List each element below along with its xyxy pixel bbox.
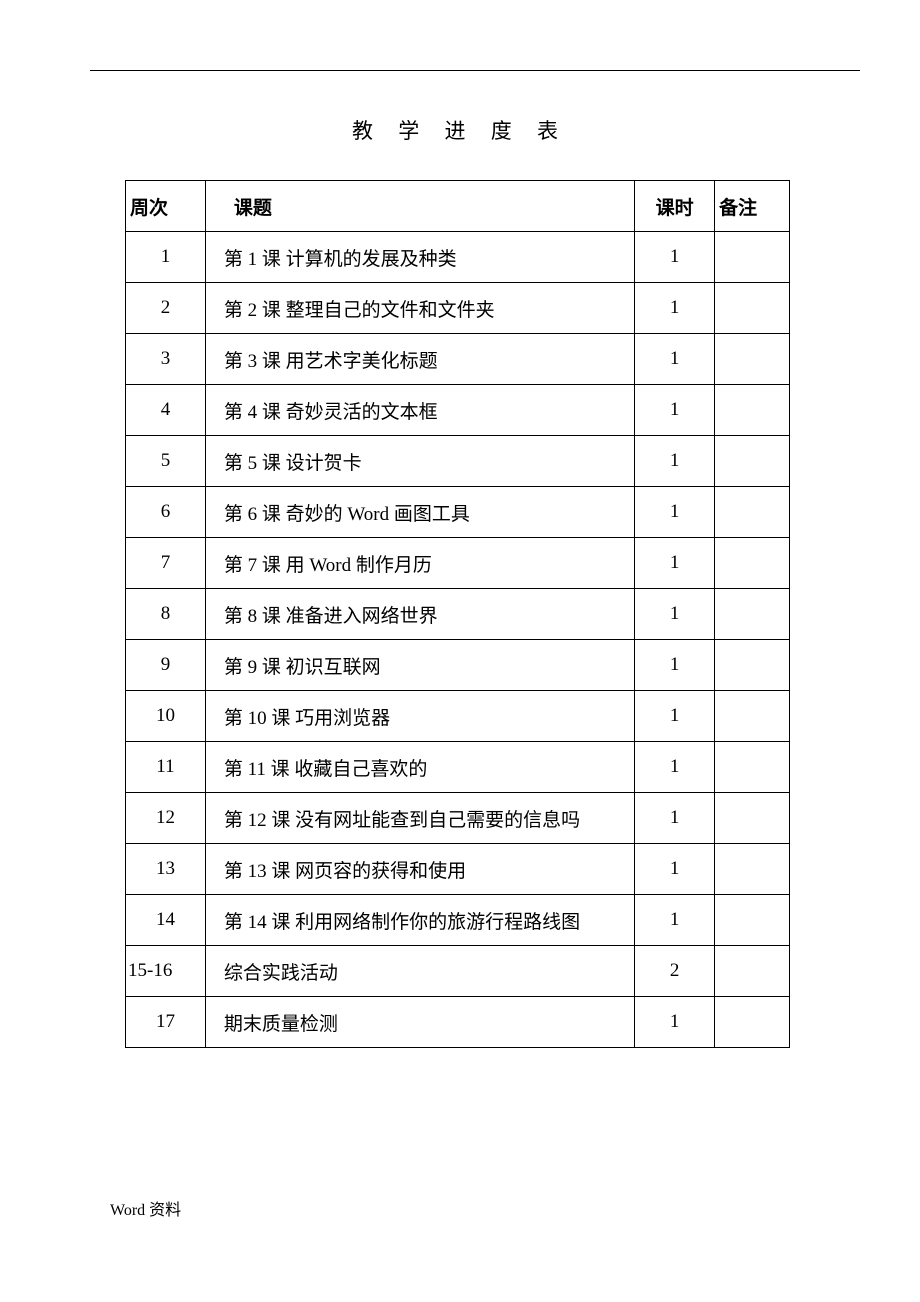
cell-note [715, 844, 790, 895]
cell-note [715, 436, 790, 487]
page-rule [90, 70, 860, 71]
header-topic: 课题 [205, 181, 634, 232]
cell-hours: 1 [635, 997, 715, 1048]
cell-week: 12 [126, 793, 206, 844]
header-note: 备注 [715, 181, 790, 232]
cell-topic: 综合实践活动 [205, 946, 634, 997]
footer-text: Word 资料 [110, 1196, 181, 1220]
cell-hours: 1 [635, 895, 715, 946]
table-row: 5 第 5 课 设计贺卡 1 [126, 436, 790, 487]
cell-topic: 期末质量检测 [205, 997, 634, 1048]
cell-hours: 1 [635, 742, 715, 793]
cell-topic: 第 1 课 计算机的发展及种类 [205, 232, 634, 283]
cell-note [715, 232, 790, 283]
cell-week: 5 [126, 436, 206, 487]
cell-topic: 第 4 课 奇妙灵活的文本框 [205, 385, 634, 436]
table-row: 11 第 11 课 收藏自己喜欢的 1 [126, 742, 790, 793]
cell-note [715, 385, 790, 436]
cell-note [715, 742, 790, 793]
cell-hours: 1 [635, 283, 715, 334]
cell-topic: 第 3 课 用艺术字美化标题 [205, 334, 634, 385]
header-week: 周次 [126, 181, 206, 232]
cell-hours: 1 [635, 589, 715, 640]
cell-week: 15-16 [126, 946, 206, 997]
cell-hours: 2 [635, 946, 715, 997]
cell-week: 7 [126, 538, 206, 589]
table-row: 13 第 13 课 网页容的获得和使用 1 [126, 844, 790, 895]
table-row: 17 期末质量检测 1 [126, 997, 790, 1048]
table-row: 3 第 3 课 用艺术字美化标题 1 [126, 334, 790, 385]
cell-topic: 第 9 课 初识互联网 [205, 640, 634, 691]
table-row: 4 第 4 课 奇妙灵活的文本框 1 [126, 385, 790, 436]
cell-note [715, 691, 790, 742]
cell-note [715, 487, 790, 538]
cell-topic: 第 10 课 巧用浏览器 [205, 691, 634, 742]
cell-week: 10 [126, 691, 206, 742]
cell-hours: 1 [635, 487, 715, 538]
cell-note [715, 895, 790, 946]
table-row: 2 第 2 课 整理自己的文件和文件夹 1 [126, 283, 790, 334]
cell-topic: 第 5 课 设计贺卡 [205, 436, 634, 487]
cell-week: 9 [126, 640, 206, 691]
table-header-row: 周次 课题 课时 备注 [126, 181, 790, 232]
cell-week: 2 [126, 283, 206, 334]
cell-note [715, 640, 790, 691]
cell-note [715, 589, 790, 640]
page-title: 教 学 进 度 表 [0, 115, 920, 145]
cell-hours: 1 [635, 232, 715, 283]
cell-note [715, 334, 790, 385]
cell-topic: 第 6 课 奇妙的 Word 画图工具 [205, 487, 634, 538]
cell-hours: 1 [635, 691, 715, 742]
cell-hours: 1 [635, 844, 715, 895]
cell-week: 11 [126, 742, 206, 793]
cell-week: 17 [126, 997, 206, 1048]
cell-note [715, 283, 790, 334]
cell-topic: 第 11 课 收藏自己喜欢的 [205, 742, 634, 793]
table-row: 9 第 9 课 初识互联网 1 [126, 640, 790, 691]
cell-note [715, 997, 790, 1048]
table-row: 8 第 8 课 准备进入网络世界 1 [126, 589, 790, 640]
cell-topic: 第 7 课 用 Word 制作月历 [205, 538, 634, 589]
cell-week: 6 [126, 487, 206, 538]
cell-note [715, 946, 790, 997]
cell-topic: 第 14 课 利用网络制作你的旅游行程路线图 [205, 895, 634, 946]
cell-note [715, 538, 790, 589]
cell-hours: 1 [635, 436, 715, 487]
cell-hours: 1 [635, 334, 715, 385]
cell-topic: 第 2 课 整理自己的文件和文件夹 [205, 283, 634, 334]
table-row: 7 第 7 课 用 Word 制作月历 1 [126, 538, 790, 589]
cell-topic: 第 13 课 网页容的获得和使用 [205, 844, 634, 895]
cell-topic: 第 12 课 没有网址能查到自己需要的信息吗 [205, 793, 634, 844]
cell-hours: 1 [635, 385, 715, 436]
cell-week: 14 [126, 895, 206, 946]
cell-week: 3 [126, 334, 206, 385]
schedule-table-wrap: 周次 课题 课时 备注 1 第 1 课 计算机的发展及种类 1 2 第 2 课 … [125, 180, 790, 1048]
cell-hours: 1 [635, 538, 715, 589]
cell-hours: 1 [635, 793, 715, 844]
cell-week: 8 [126, 589, 206, 640]
schedule-table: 周次 课题 课时 备注 1 第 1 课 计算机的发展及种类 1 2 第 2 课 … [125, 180, 790, 1048]
cell-hours: 1 [635, 640, 715, 691]
table-row: 15-16 综合实践活动 2 [126, 946, 790, 997]
table-row: 14 第 14 课 利用网络制作你的旅游行程路线图 1 [126, 895, 790, 946]
table-row: 10 第 10 课 巧用浏览器 1 [126, 691, 790, 742]
table-row: 1 第 1 课 计算机的发展及种类 1 [126, 232, 790, 283]
header-hours: 课时 [635, 181, 715, 232]
cell-week: 4 [126, 385, 206, 436]
table-row: 6 第 6 课 奇妙的 Word 画图工具 1 [126, 487, 790, 538]
cell-note [715, 793, 790, 844]
table-row: 12 第 12 课 没有网址能查到自己需要的信息吗 1 [126, 793, 790, 844]
cell-week: 1 [126, 232, 206, 283]
cell-topic: 第 8 课 准备进入网络世界 [205, 589, 634, 640]
cell-week: 13 [126, 844, 206, 895]
